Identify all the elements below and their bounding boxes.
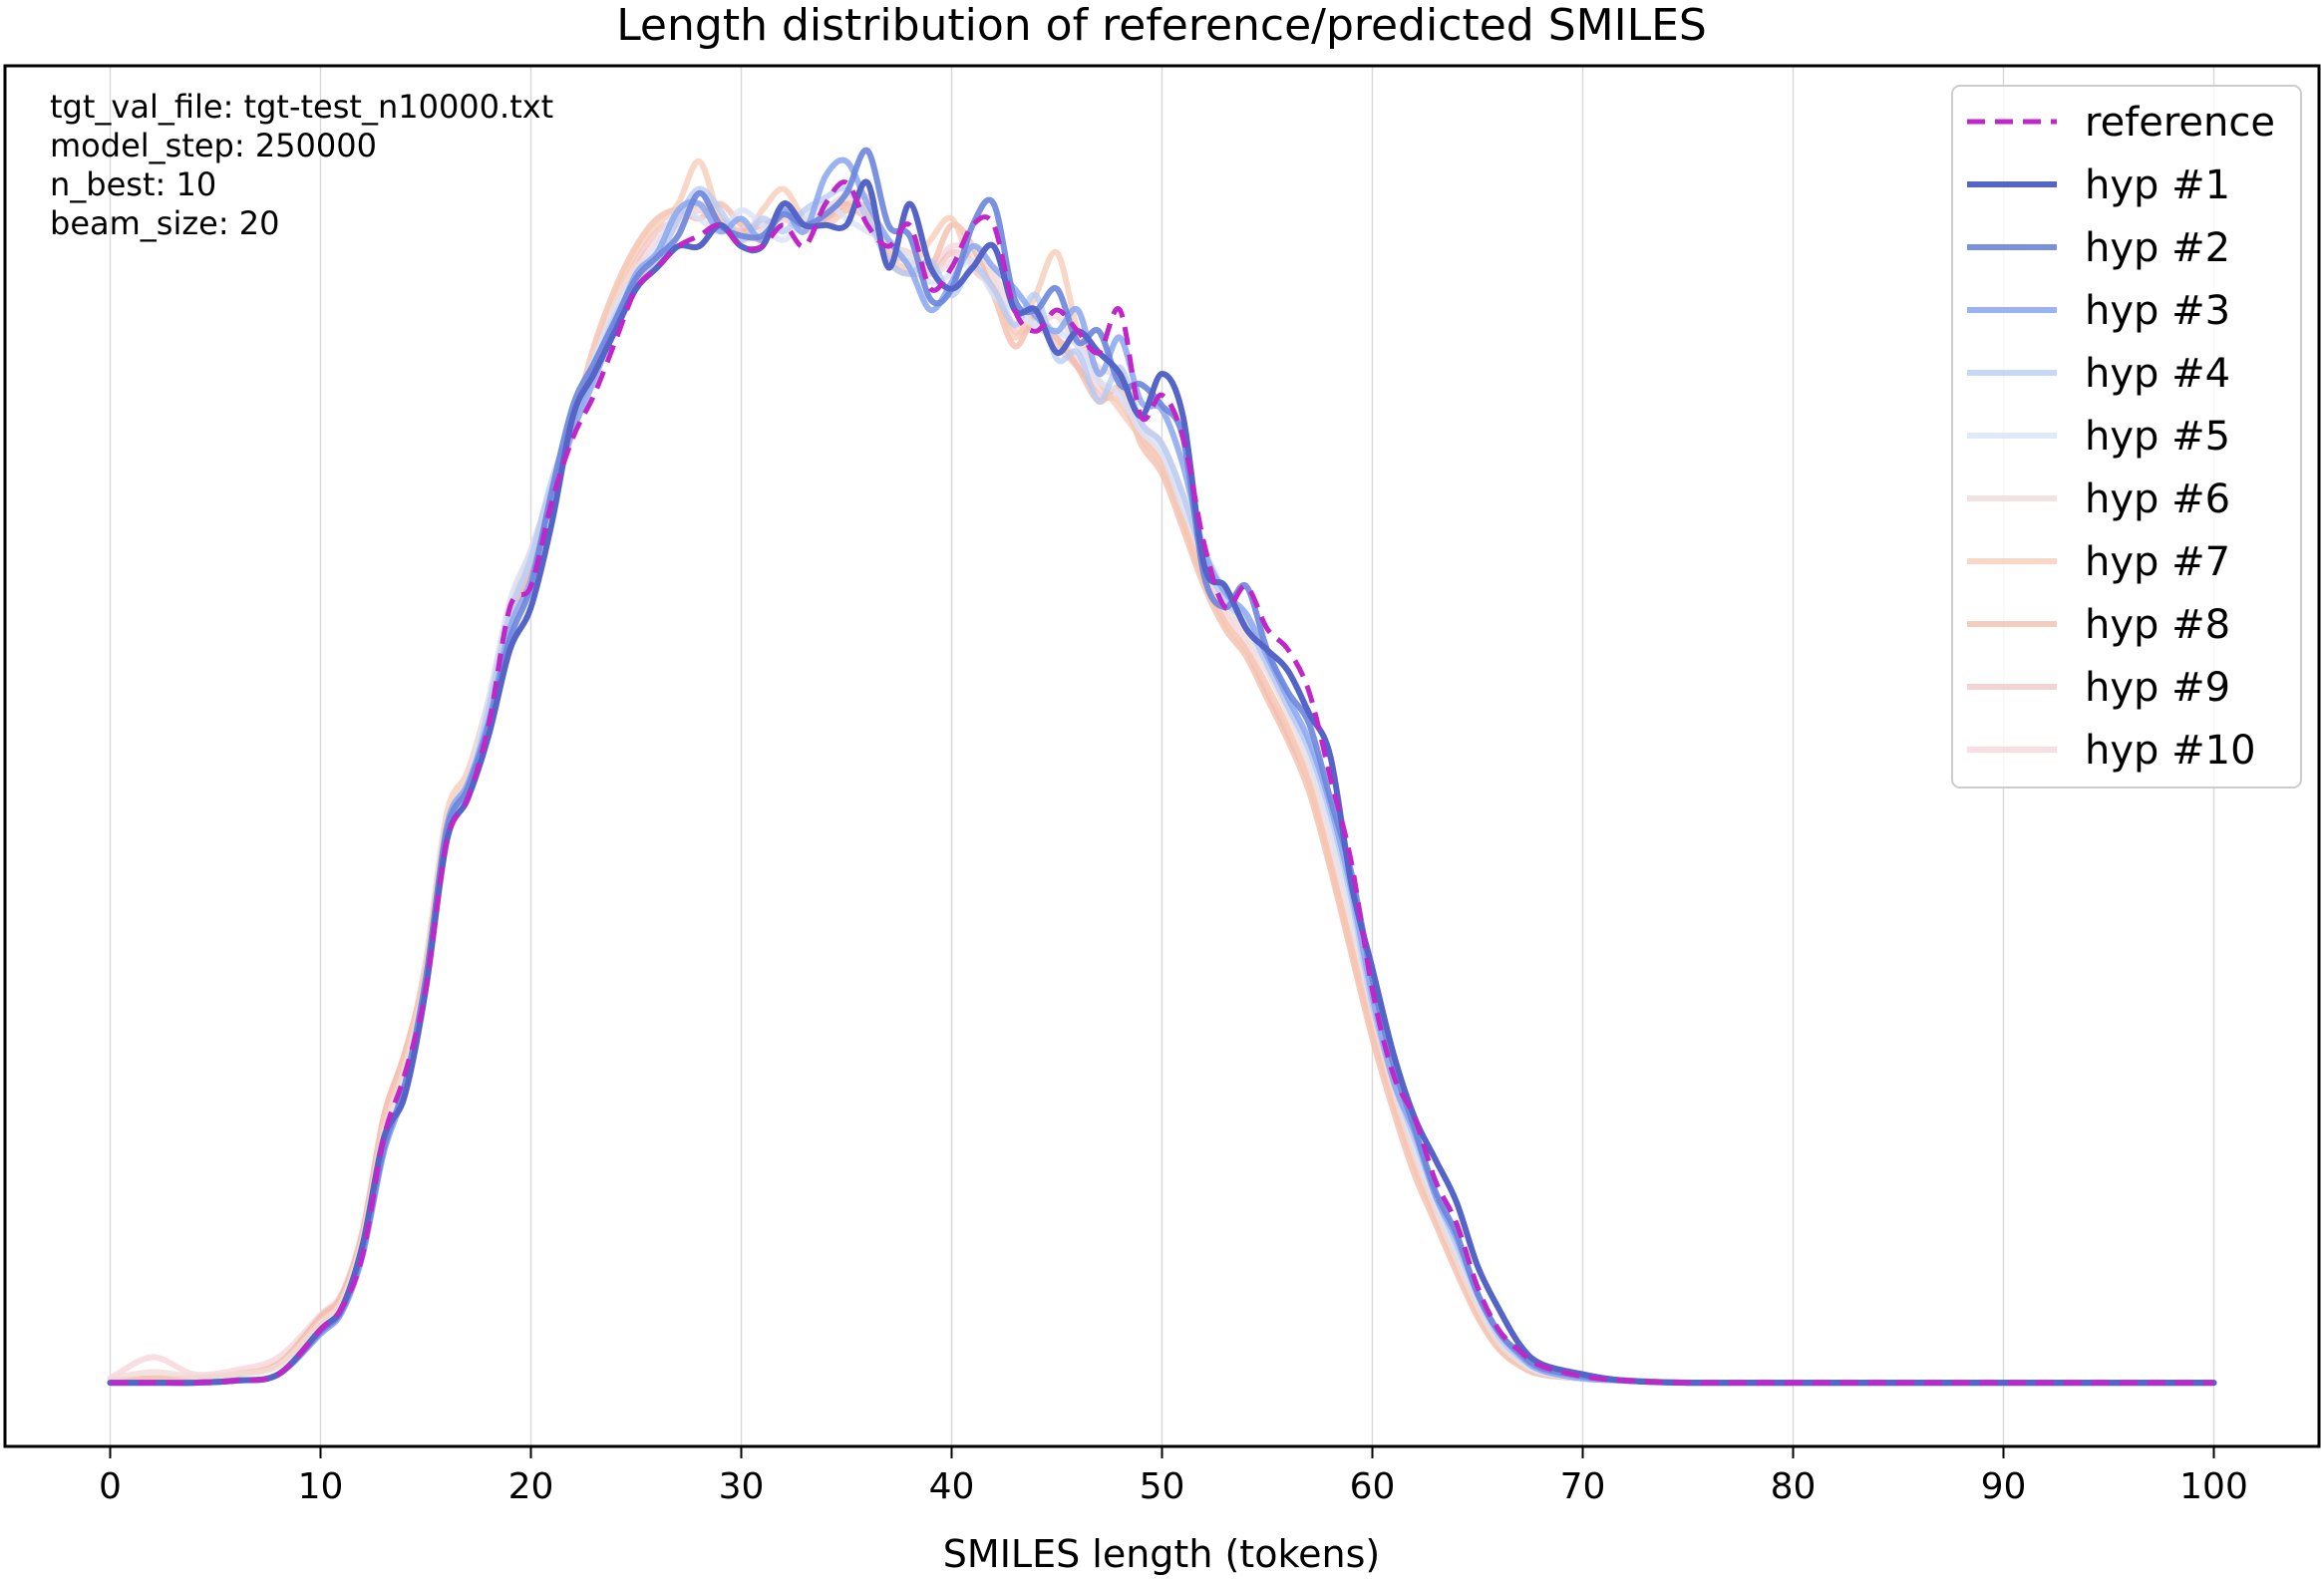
legend: reference hyp #1 hyp #2 hyp #3 hyp #4 hyp #5 h… [1951, 85, 2302, 789]
legend-label-hyp-6: hyp #6 [2085, 476, 2230, 522]
legend-label-hyp-9: hyp #9 [2085, 665, 2230, 711]
x-tick-label-80: 80 [1771, 1466, 1817, 1507]
chart-title: Length distribution of reference/predict… [616, 0, 1707, 51]
x-tick-label-30: 30 [719, 1466, 765, 1507]
x-tick-label-40: 40 [929, 1466, 975, 1507]
x-tick-label-0: 0 [99, 1466, 122, 1507]
info-line-3: beam_size: 20 [50, 204, 280, 242]
x-axis-ticks: 0 10 20 30 40 50 60 70 80 90 100 [99, 1446, 2248, 1507]
legend-label-hyp-10: hyp #10 [2085, 728, 2256, 774]
x-tick-label-50: 50 [1140, 1466, 1185, 1507]
info-line-1: model_step: 250000 [50, 127, 377, 164]
x-tick-label-10: 10 [298, 1466, 344, 1507]
legend-label-hyp-4: hyp #4 [2085, 351, 2230, 397]
legend-box [1951, 85, 2302, 789]
info-annotation: tgt_val_file: tgt-test_n10000.txtmodel_s… [50, 88, 553, 242]
legend-label-hyp-2: hyp #2 [2085, 225, 2230, 271]
legend-label-hyp-7: hyp #7 [2085, 539, 2230, 585]
x-tick-label-70: 70 [1560, 1466, 1606, 1507]
x-tick-label-90: 90 [1981, 1466, 2027, 1507]
x-tick-label-100: 100 [2179, 1466, 2248, 1507]
legend-label-reference: reference [2085, 100, 2275, 146]
x-tick-label-60: 60 [1350, 1466, 1396, 1507]
info-line-0: tgt_val_file: tgt-test_n10000.txt [50, 88, 553, 126]
legend-label-hyp-1: hyp #1 [2085, 162, 2230, 208]
legend-label-hyp-3: hyp #3 [2085, 288, 2230, 334]
info-line-2: n_best: 10 [50, 165, 216, 203]
series-line-hyp-1 [107, 178, 2217, 1387]
series-lines [107, 148, 2217, 1387]
legend-label-hyp-5: hyp #5 [2085, 414, 2230, 460]
series-line-reference [110, 179, 2214, 1386]
x-tick-label-20: 20 [508, 1466, 554, 1507]
legend-label-hyp-8: hyp #8 [2085, 602, 2230, 648]
x-axis-label: SMILES length (tokens) [943, 1532, 1380, 1576]
